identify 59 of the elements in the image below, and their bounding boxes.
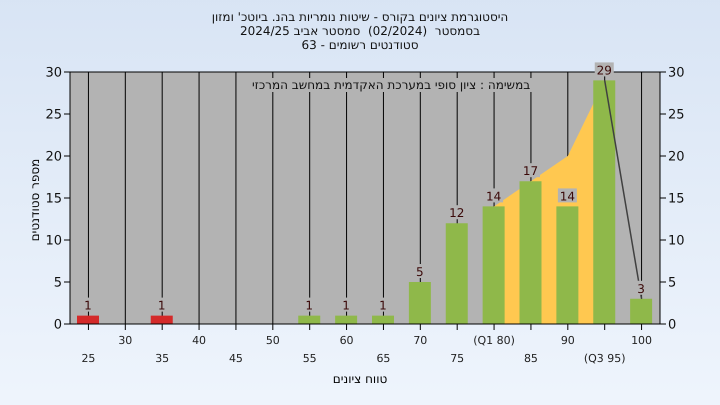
data-label: 5 (416, 265, 424, 279)
bar (150, 316, 173, 324)
data-label: 1 (84, 298, 92, 313)
y-tick-label: 10 (45, 234, 62, 249)
y-tick-label: 0 (54, 318, 62, 333)
bar (408, 282, 431, 324)
bar (298, 316, 320, 324)
annotation: במשימה : ציון סופי במערכת האקדמית במחשב המרכזי (250, 78, 532, 92)
bar (372, 316, 394, 324)
y-tick-label: 15 (45, 192, 62, 207)
y-tick-label: 20 (45, 150, 62, 165)
chart-title: היסטוגרמת ציונים בקורס - שיטות נומריות בהנ. ביוטכ' ומזון (210, 10, 510, 24)
data-label: 17 (522, 164, 538, 178)
x-tick-label: 30 (118, 334, 132, 347)
data-label: 1 (305, 298, 314, 313)
chart-subtitle: בסמסטר (02/2024) סמסטר אביב 2024/25 סטודנטים רשומים - 63 (238, 24, 482, 52)
y2-tick-label: 0 (668, 318, 676, 333)
bar (335, 316, 358, 324)
bar (630, 298, 652, 324)
bar (520, 181, 542, 324)
x-tick-label: 35 (155, 352, 170, 365)
data-label: 14 (560, 189, 576, 204)
y2-tick-label: 5 (668, 276, 676, 291)
y2-tick-label: 10 (668, 234, 685, 249)
x-tick-label: 70 (413, 334, 428, 347)
bar (446, 223, 468, 324)
x-tick-label: 60 (340, 334, 354, 347)
bar (77, 316, 99, 324)
x-tick-label: 25 (81, 352, 96, 365)
x-axis-title: טווח ציונים (332, 372, 388, 386)
bar (482, 206, 505, 324)
data-label: 12 (449, 206, 464, 220)
y-tick-label: 25 (45, 108, 62, 123)
x-tick-label: 55 (302, 352, 317, 365)
x-tick-label: 90 (560, 334, 575, 347)
x-tick-label: 50 (266, 334, 280, 347)
bar (556, 206, 578, 324)
y2-tick-label: 30 (668, 66, 685, 81)
data-label: 1 (379, 298, 387, 313)
y2-tick-label: 25 (668, 108, 685, 123)
y-axis-title: מספר סטודנטים (28, 158, 42, 242)
x-tick-label: 100 (631, 334, 652, 347)
x-tick-label: 85 (524, 352, 538, 365)
x-tick-label: (Q1 80) (473, 334, 515, 347)
y-tick-label: 30 (45, 66, 62, 81)
x-tick-label: 65 (376, 352, 390, 365)
data-label: 29 (596, 63, 612, 78)
data-label: 1 (342, 298, 350, 313)
x-tick-label: 75 (450, 352, 464, 365)
y-tick-label: 5 (54, 276, 62, 291)
data-label: 1 (158, 298, 166, 313)
y2-tick-label: 20 (668, 150, 685, 165)
bar (593, 80, 616, 324)
y2-tick-label: 15 (668, 192, 685, 207)
x-tick-label: 45 (228, 352, 243, 365)
data-label: 3 (637, 282, 645, 296)
x-tick-label: 40 (192, 334, 206, 347)
x-tick-label: (Q3 95) (584, 352, 626, 365)
data-label: 14 (486, 189, 502, 204)
